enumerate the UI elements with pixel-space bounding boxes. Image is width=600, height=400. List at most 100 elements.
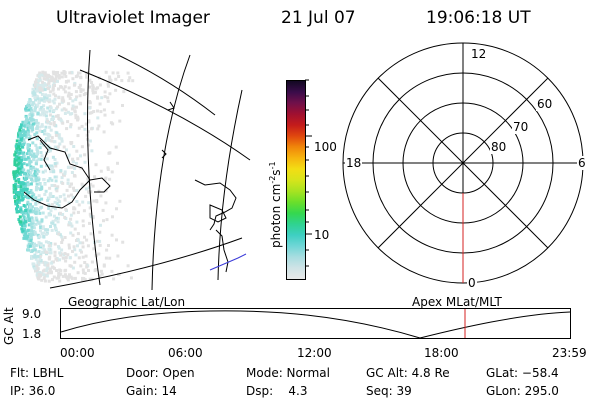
emission-pixel [65, 188, 69, 192]
emission-pixel [131, 79, 135, 83]
emission-pixel [13, 163, 17, 167]
emission-pixel [30, 191, 34, 195]
emission-pixel [22, 124, 26, 128]
emission-pixel [106, 96, 110, 100]
emission-pixel [49, 122, 53, 126]
emission-pixel [26, 128, 30, 131]
emission-pixel [108, 78, 112, 82]
emission-pixel [64, 268, 68, 272]
emission-pixel [44, 83, 48, 87]
emission-pixel [43, 129, 47, 133]
emission-pixel [13, 184, 17, 188]
emission-pixel [44, 139, 48, 143]
emission-pixel [18, 191, 22, 195]
emission-pixel [53, 223, 57, 227]
emission-pixel [106, 168, 110, 171]
emission-pixel [18, 151, 22, 155]
emission-pixel [61, 274, 65, 278]
emission-pixel [48, 90, 52, 94]
emission-pixel [26, 200, 30, 204]
emission-pixel [34, 176, 38, 180]
emission-pixel [12, 170, 16, 174]
emission-pixel [84, 194, 88, 198]
emission-pixel [49, 192, 53, 196]
emission-pixel [56, 105, 60, 109]
emission-pixel [62, 99, 66, 103]
emission-pixel [96, 95, 99, 99]
emission-pixel [28, 205, 32, 209]
emission-pixel [61, 181, 65, 185]
emission-pixel [47, 247, 51, 251]
emission-pixel [60, 241, 64, 244]
emission-pixel [36, 103, 40, 107]
emission-pixel [106, 166, 110, 170]
emission-pixel [120, 79, 124, 83]
emission-pixel [43, 248, 47, 252]
emission-pixel [71, 195, 75, 199]
time-tick-0000: 00:00 [60, 346, 95, 360]
emission-pixel [79, 87, 83, 91]
emission-pixel [29, 237, 33, 241]
emission-pixel [42, 273, 46, 277]
emission-pixel [36, 178, 40, 182]
emission-pixel [73, 167, 77, 170]
emission-pixel [90, 149, 94, 153]
emission-pixel [85, 75, 89, 79]
emission-pixel [108, 256, 112, 260]
emission-pixel [30, 205, 34, 209]
emission-pixel [63, 112, 67, 115]
longitude-line [87, 49, 101, 286]
emission-pixel [16, 191, 20, 194]
coastline [215, 229, 229, 273]
emission-pixel [15, 209, 19, 213]
emission-pixel [72, 211, 76, 215]
emission-pixel [27, 108, 31, 112]
emission-pixel [60, 108, 64, 112]
mlat-label-70: 70 [512, 120, 530, 134]
emission-pixel [20, 136, 24, 140]
emission-pixel [46, 73, 50, 77]
emission-pixel [35, 137, 39, 141]
emission-pixel [54, 107, 58, 111]
emission-pixel [42, 108, 45, 111]
emission-pixel [71, 165, 75, 169]
emission-pixel [38, 243, 42, 247]
emission-pixel [33, 133, 37, 137]
emission-pixel [36, 233, 40, 237]
emission-pixel [64, 80, 68, 84]
emission-pixel [34, 255, 38, 259]
emission-pixel [40, 124, 44, 128]
emission-pixel [102, 219, 105, 223]
orbit-altitude-plot [60, 308, 571, 339]
emission-pixel [68, 71, 72, 75]
emission-pixel [21, 151, 25, 155]
emission-pixel [71, 249, 74, 253]
emission-pixel [86, 177, 90, 181]
emission-pixel [50, 76, 54, 80]
emission-pixel [73, 248, 77, 252]
emission-pixel [33, 155, 37, 159]
emission-pixel [42, 104, 46, 108]
emission-pixel [26, 212, 30, 216]
emission-pixel [64, 207, 68, 211]
emission-pixel [76, 238, 80, 242]
emission-pixel [61, 213, 65, 216]
coastline [209, 253, 247, 271]
emission-pixel [31, 219, 35, 223]
emission-pixel [107, 151, 111, 155]
emission-pixel [26, 202, 30, 206]
emission-pixel [19, 156, 23, 159]
emission-pixel [31, 244, 35, 248]
emission-pixel [54, 187, 58, 191]
emission-pixel [27, 182, 31, 186]
emission-pixel [41, 244, 45, 248]
emission-pixel [44, 169, 47, 173]
emission-pixel [17, 195, 21, 199]
emission-pixel [63, 170, 67, 174]
emission-pixel [67, 91, 71, 95]
emission-pixel [33, 108, 37, 112]
emission-pixel [45, 118, 49, 121]
emission-pixel [36, 277, 40, 280]
emission-pixel [62, 107, 66, 111]
emission-pixel [61, 121, 65, 125]
